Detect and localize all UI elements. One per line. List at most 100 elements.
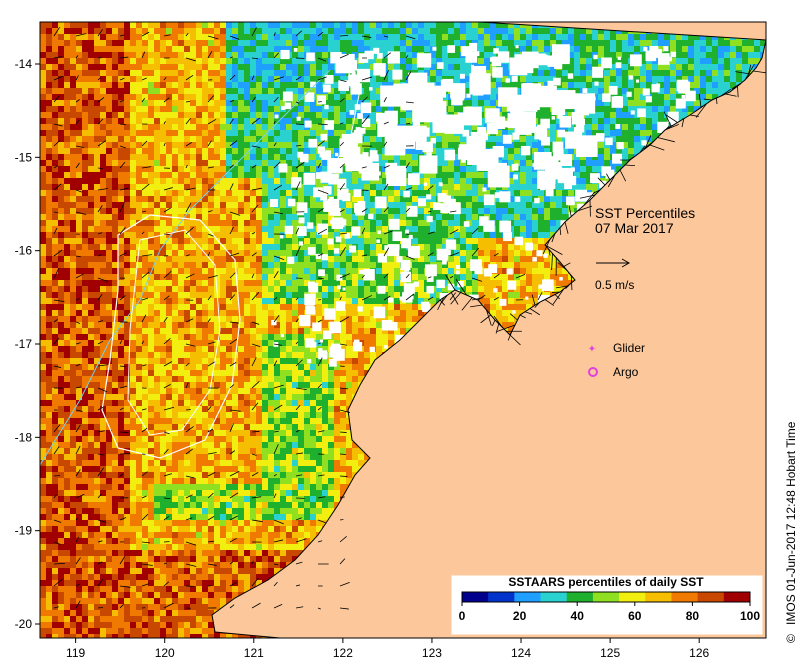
- sst-pixel: [406, 214, 412, 220]
- sst-pixel: [76, 166, 82, 172]
- sst-pixel: [334, 76, 340, 82]
- sst-pixel: [58, 256, 64, 262]
- sst-pixel: [250, 82, 256, 88]
- sst-pixel: [442, 262, 448, 268]
- sst-pixel: [628, 88, 634, 94]
- sst-pixel: [142, 142, 148, 148]
- sst-pixel: [694, 64, 700, 70]
- sst-pixel: [274, 262, 280, 268]
- sst-pixel: [178, 130, 184, 136]
- sst-pixel: [280, 190, 286, 196]
- sst-pixel: [118, 148, 124, 154]
- sst-pixel: [370, 220, 376, 226]
- sst-pixel: [256, 190, 262, 196]
- sst-pixel: [166, 142, 172, 148]
- sst-pixel: [694, 82, 700, 88]
- sst-pixel: [346, 208, 352, 214]
- sst-pixel: [202, 148, 208, 154]
- sst-pixel: [460, 70, 466, 76]
- sst-pixel: [106, 142, 112, 148]
- sst-pixel: [130, 64, 136, 70]
- sst-pixel: [310, 106, 316, 112]
- sst-pixel: [340, 76, 346, 82]
- sst-pixel: [484, 256, 490, 262]
- sst-pixel: [40, 220, 46, 226]
- sst-pixel: [154, 208, 160, 214]
- sst-pixel: [376, 226, 382, 232]
- sst-pixel: [454, 172, 460, 178]
- sst-pixel: [226, 136, 232, 142]
- sst-pixel: [550, 208, 556, 214]
- sst-pixel: [100, 130, 106, 136]
- sst-pixel: [646, 106, 652, 112]
- sst-pixel: [106, 256, 112, 262]
- sst-pixel: [226, 46, 232, 52]
- sst-pixel: [394, 46, 400, 52]
- sst-pixel: [244, 268, 250, 274]
- sst-pixel: [58, 58, 64, 64]
- sst-pixel: [142, 256, 148, 262]
- sst-pixel: [490, 190, 496, 196]
- sst-pixel: [436, 148, 442, 154]
- sst-pixel: [394, 190, 400, 196]
- sst-pixel: [412, 184, 418, 190]
- sst-pixel: [292, 256, 298, 262]
- sst-pixel: [478, 52, 484, 58]
- sst-pixel: [544, 226, 550, 232]
- sst-pixel: [190, 202, 196, 208]
- sst-pixel: [142, 58, 148, 64]
- sst-pixel: [46, 268, 52, 274]
- sst-pixel: [226, 232, 232, 238]
- sst-pixel: [370, 40, 376, 46]
- sst-pixel: [358, 148, 364, 154]
- sst-pixel: [184, 166, 190, 172]
- sst-pixel: [142, 166, 148, 172]
- sst-pixel: [40, 184, 46, 190]
- sst-pixel: [484, 238, 490, 244]
- sst-pixel: [136, 82, 142, 88]
- sst-pixel: [622, 94, 628, 100]
- sst-pixel: [76, 250, 82, 256]
- sst-pixel: [664, 112, 670, 118]
- sst-pixel: [130, 190, 136, 196]
- sst-pixel: [190, 196, 196, 202]
- sst-pixel: [40, 82, 46, 88]
- sst-pixel: [634, 118, 640, 124]
- sst-pixel: [586, 34, 592, 40]
- sst-pixel: [520, 232, 526, 238]
- sst-pixel: [160, 196, 166, 202]
- sst-pixel: [376, 262, 382, 268]
- sst-pixel: [76, 208, 82, 214]
- sst-pixel: [526, 196, 532, 202]
- sst-pixel: [82, 52, 88, 58]
- sst-pixel: [382, 232, 388, 238]
- sst-pixel: [280, 202, 286, 208]
- sst-pixel: [112, 76, 118, 82]
- sst-pixel: [364, 244, 370, 250]
- sst-pixel: [232, 208, 238, 214]
- sst-pixel: [430, 142, 436, 148]
- sst-pixel: [706, 94, 712, 100]
- sst-pixel: [190, 268, 196, 274]
- sst-pixel: [226, 172, 232, 178]
- sst-pixel: [94, 160, 100, 166]
- sst-pixel: [394, 22, 400, 28]
- sst-pixel: [376, 136, 382, 142]
- sst-pixel: [544, 70, 550, 76]
- sst-pixel: [586, 160, 592, 166]
- sst-pixel: [46, 142, 52, 148]
- sst-pixel: [148, 88, 154, 94]
- sst-pixel: [226, 238, 232, 244]
- sst-pixel: [328, 22, 334, 28]
- sst-pixel: [46, 154, 52, 160]
- sst-pixel: [676, 34, 682, 40]
- sst-pixel: [334, 100, 340, 106]
- sst-pixel: [574, 82, 580, 88]
- sst-pixel: [202, 136, 208, 142]
- sst-pixel: [484, 178, 490, 184]
- sst-pixel: [46, 40, 52, 46]
- sst-pixel: [52, 154, 58, 160]
- sst-pixel: [466, 166, 472, 172]
- sst-pixel: [184, 112, 190, 118]
- sst-pixel: [694, 106, 700, 112]
